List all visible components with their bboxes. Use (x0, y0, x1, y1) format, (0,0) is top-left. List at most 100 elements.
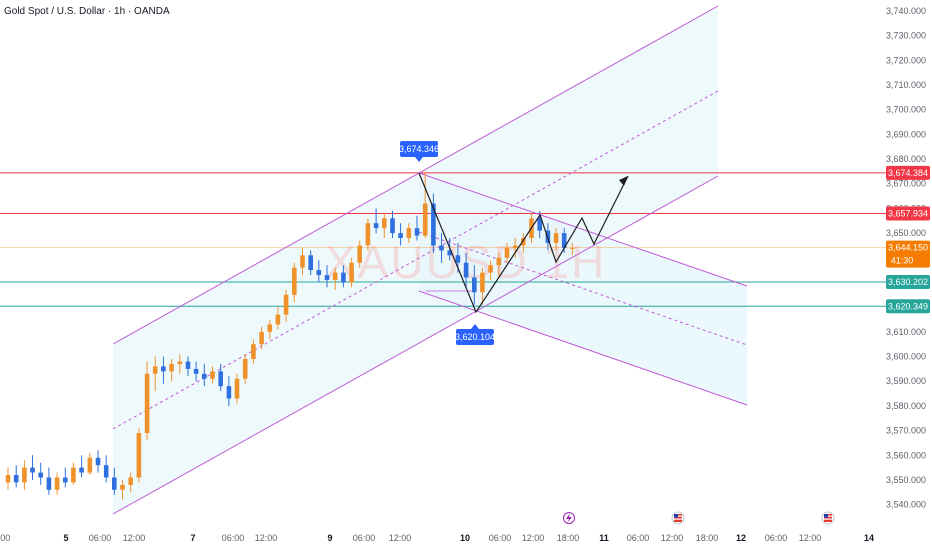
candle-body (161, 366, 166, 372)
candle-body (120, 484, 125, 490)
candle-body (406, 228, 412, 239)
time-axis-label: 12:00 (123, 533, 146, 543)
candle-body (373, 223, 379, 229)
candle-body (488, 265, 493, 273)
candle-body (324, 275, 330, 280)
time-axis-label: 9 (327, 533, 332, 543)
high-callout-label: 3,674.346 (399, 144, 439, 154)
candle-body (38, 472, 43, 478)
time-axis-label: 06:00 (222, 533, 245, 543)
candle-body (30, 467, 35, 473)
candle-body (259, 331, 264, 345)
candle-body (177, 361, 183, 364)
candle-body (13, 475, 19, 483)
price-axis-label: 3,580.000 (886, 401, 926, 411)
price-axis-label: 3,550.000 (886, 475, 926, 485)
price-axis-label: 3,670.000 (886, 179, 926, 189)
support-price-tag (886, 275, 930, 289)
candle-body (169, 363, 174, 372)
price-axis-label: 3,610.000 (886, 327, 926, 337)
flag-stripe-icon (824, 518, 832, 520)
time-axis-label: 14 (864, 533, 874, 543)
candle-body (439, 245, 444, 251)
resistance-price-tag-label: 3,657.934 (888, 209, 928, 219)
high-callout-pointer (415, 157, 423, 162)
candle-body (332, 272, 338, 280)
bar-countdown-label: 41:30 (891, 256, 914, 266)
candle-body (422, 203, 428, 236)
candle-body (103, 465, 109, 478)
candle-body (136, 433, 142, 478)
time-axis-label: 12:00 (389, 533, 412, 543)
time-axis-label: 5 (63, 533, 68, 543)
candle-body (561, 233, 567, 248)
time-axis-label: :00 (0, 533, 10, 543)
flag-stripes-icon (824, 514, 832, 522)
support-price-tag-label: 3,620.349 (888, 301, 928, 311)
price-axis-label: 3,680.000 (886, 154, 926, 164)
candle-body (382, 218, 387, 229)
price-axis-label: 3,730.000 (886, 31, 926, 41)
time-axis-label: 12:00 (799, 533, 822, 543)
time-axis-label: 12:00 (522, 533, 545, 543)
price-axis-label: 3,650.000 (886, 228, 926, 238)
low-callout-box (456, 329, 494, 345)
flag-canton-icon (674, 514, 678, 518)
candle-body (431, 203, 436, 246)
time-axis-label: 06:00 (489, 533, 512, 543)
candle-body (537, 218, 542, 231)
candle-body (210, 371, 215, 379)
current-price-label: 3,644.150 (888, 243, 928, 253)
price-axis-label: 3,590.000 (886, 376, 926, 386)
candle-body (308, 255, 313, 271)
candle-body (521, 238, 526, 246)
candle-body (202, 373, 207, 379)
chart-title: Gold Spot / U.S. Dollar · 1h · OANDA (4, 6, 170, 17)
current-price-tag (886, 240, 930, 268)
rising-channel-lower-line[interactable] (112, 175, 719, 515)
candle-body (95, 457, 101, 466)
candle-body (144, 373, 150, 433)
candle-body (283, 294, 289, 315)
candle-body (267, 324, 273, 332)
price-axis-label: 3,570.000 (886, 426, 926, 436)
candle-body (193, 368, 199, 374)
price-axis-label: 3,720.000 (886, 55, 926, 65)
candle-body (79, 467, 84, 473)
candle-body (455, 255, 461, 263)
projection-path[interactable] (418, 172, 629, 314)
candle-body (480, 272, 485, 293)
lightning-bolt-icon (566, 513, 572, 523)
falling-channel-median-line[interactable] (418, 231, 748, 346)
low-callout-pointer (471, 324, 479, 329)
time-axis-label: 12:00 (661, 533, 684, 543)
price-axis-label: 3,600.000 (886, 352, 926, 362)
rising-channel-fill (113, 6, 718, 514)
candle-body (463, 262, 469, 278)
time-axis-label: 06:00 (627, 533, 650, 543)
high-callout-box (400, 141, 438, 157)
falling-channel-upper-line[interactable] (418, 172, 748, 287)
candle-body (341, 272, 346, 283)
candle-body (390, 218, 395, 234)
candle-body (5, 475, 11, 483)
time-axis-label: 18:00 (557, 533, 580, 543)
price-axis-label: 3,710.000 (886, 80, 926, 90)
candle-body (292, 267, 297, 295)
support-price-tag-label: 3,630.202 (888, 277, 928, 287)
candle-body (22, 467, 27, 483)
candle-body (128, 477, 133, 485)
low-callout-label: 3,620.104 (455, 332, 495, 342)
rising-channel-upper-line[interactable] (112, 5, 719, 345)
candle-body (472, 277, 477, 293)
projection-arrowhead (619, 176, 628, 186)
candle-body (300, 255, 305, 268)
price-axis-label: 3,540.000 (886, 500, 926, 510)
candle-body (63, 477, 68, 483)
candle-body (357, 245, 362, 263)
flag-stripes-icon (674, 514, 682, 522)
candle-body (152, 366, 158, 374)
falling-channel-lower-line[interactable] (418, 290, 748, 406)
